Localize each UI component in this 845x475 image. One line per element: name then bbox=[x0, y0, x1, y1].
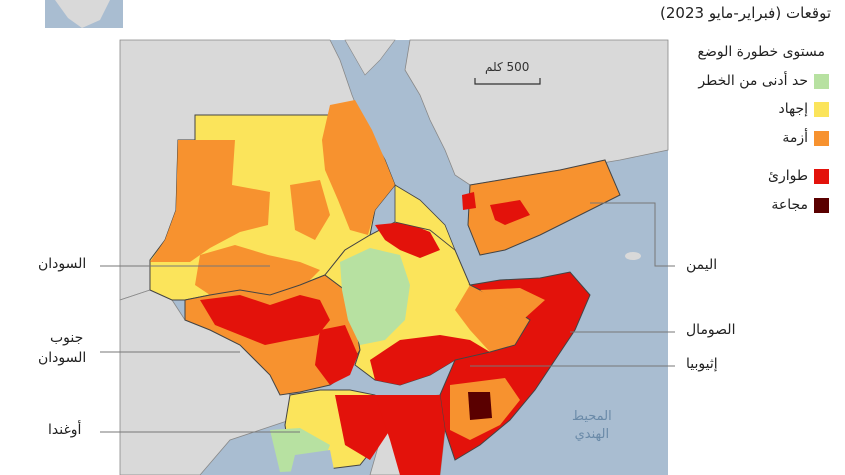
inset-africa bbox=[55, 0, 110, 28]
label-uganda: أوغندا bbox=[48, 422, 82, 438]
sudan-crisis-west bbox=[150, 140, 270, 262]
legend-swatch-crisis bbox=[814, 130, 829, 146]
label-sudan: السودان bbox=[38, 256, 87, 272]
legend-swatch-famine bbox=[814, 197, 829, 213]
label-south-sudan-line2: السودان bbox=[38, 350, 87, 366]
ocean-label-line1: المحيط bbox=[572, 409, 612, 424]
legend-swatch-emergency bbox=[814, 168, 829, 184]
legend-label-emergency: طوارئ bbox=[768, 168, 808, 184]
south-sudan-emergency-2 bbox=[315, 325, 358, 385]
subtitle: توقعات (فبراير-مايو 2023) bbox=[660, 4, 831, 22]
socotra bbox=[625, 252, 641, 260]
legend-item-famine: مجاعة bbox=[771, 195, 829, 215]
somalia-crisis-north bbox=[480, 288, 545, 318]
legend-label-minimal: حد أدنى من الخطر bbox=[698, 73, 808, 89]
label-south-sudan-line1: جنوب bbox=[50, 330, 84, 346]
label-ethiopia: إثيوبيا bbox=[686, 356, 718, 372]
yemen-emergency bbox=[490, 200, 530, 225]
yemen-emergency-west bbox=[462, 192, 476, 210]
ethiopia-emergency-south bbox=[370, 335, 490, 385]
leader-yemen bbox=[590, 202, 675, 267]
somalia-famine bbox=[468, 392, 492, 420]
label-yemen: اليمن bbox=[686, 257, 718, 273]
legend-label-stressed: إجهاد bbox=[778, 101, 809, 117]
eritrea bbox=[394, 184, 456, 252]
sudan-crisis-east bbox=[322, 100, 395, 235]
legend-item-crisis: أزمة bbox=[782, 128, 829, 148]
ocean-label-line2: الهندي bbox=[574, 427, 610, 442]
label-somalia: الصومال bbox=[686, 322, 736, 338]
ocean-label: المحيط الهندي bbox=[572, 408, 612, 444]
legend-item-stressed: إجهاد bbox=[778, 99, 829, 119]
gray-land-sinai bbox=[344, 39, 396, 76]
sudan-crisis-center bbox=[290, 180, 330, 240]
legend-item-minimal: حد أدنى من الخطر bbox=[698, 71, 829, 91]
legend-swatch-stressed bbox=[814, 101, 829, 117]
ethiopia-emergency-north bbox=[375, 222, 440, 258]
yemen-crisis bbox=[467, 159, 621, 256]
lake-victoria bbox=[290, 450, 335, 475]
legend-label-crisis: أزمة bbox=[782, 130, 808, 146]
legend-label-famine: مجاعة bbox=[771, 197, 808, 213]
legend-title: مستوى خطورة الوضع bbox=[697, 44, 826, 60]
kenya-emergency bbox=[375, 395, 445, 475]
south-sudan-emergency-1 bbox=[200, 295, 330, 345]
legend-item-emergency: طوارئ bbox=[768, 166, 829, 186]
legend-swatch-minimal bbox=[814, 73, 829, 89]
ethiopia-crisis-east bbox=[455, 285, 530, 352]
uganda-emergency bbox=[335, 395, 390, 460]
scale-bar bbox=[474, 78, 541, 85]
ethiopia-minimal bbox=[340, 248, 410, 345]
sudan-crisis-south bbox=[195, 245, 320, 295]
scale-label: 500 كلم bbox=[485, 60, 530, 74]
